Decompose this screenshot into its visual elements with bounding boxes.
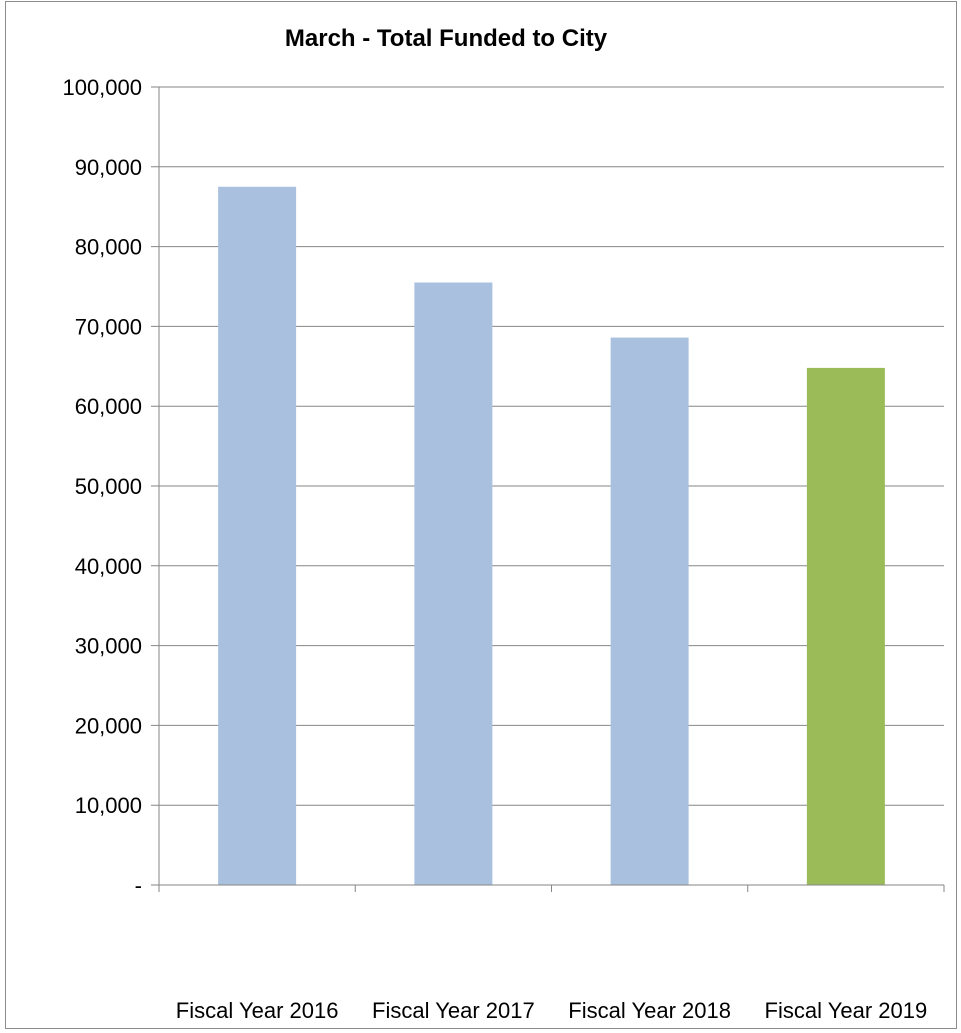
y-tick-label: 60,000 [75,394,142,419]
bar [218,186,297,885]
x-tick-label: Fiscal Year 2019 [765,998,928,1023]
bar [610,337,689,885]
y-tick-label: 70,000 [75,314,142,339]
y-tick-label: 80,000 [75,235,142,260]
y-tick-label: 100,000 [62,75,142,100]
y-tick-label: - [135,873,142,898]
y-tick-label: 10,000 [75,793,142,818]
y-tick-label: 30,000 [75,634,142,659]
axes [151,87,945,892]
bars [218,186,885,885]
x-tick-label: Fiscal Year 2017 [372,998,535,1023]
x-tick-label: Fiscal Year 2016 [176,998,339,1023]
chart-title: March - Total Funded to City [285,25,608,52]
x-tick-label: Fiscal Year 2018 [568,998,731,1023]
y-tick-label: 90,000 [75,155,142,180]
x-tick-labels: Fiscal Year 2016 Fiscal Year 2017 Fiscal Y… [176,998,927,1023]
y-tick-labels: - 10,000 20,000 30,000 40,000 50,000 60,000 70,… [62,75,142,898]
bar [806,367,885,885]
y-tick-label: 40,000 [75,554,142,579]
bar [414,282,493,885]
y-tick-label: 50,000 [75,474,142,499]
y-tick-label: 20,000 [75,713,142,738]
